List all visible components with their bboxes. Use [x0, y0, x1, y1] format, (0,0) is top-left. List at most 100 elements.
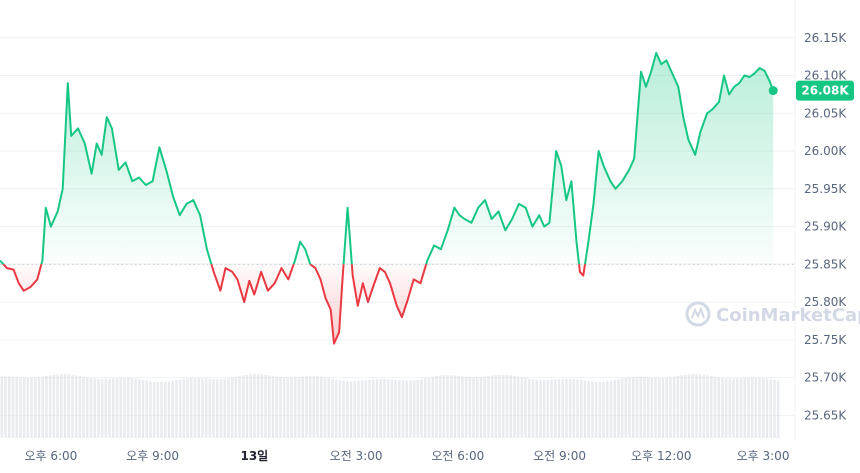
volume-bar [464, 376, 468, 438]
volume-bar [104, 378, 108, 438]
volume-bar [242, 375, 245, 438]
volume-bar [750, 377, 754, 438]
volume-bar [438, 375, 442, 438]
volume-bar [268, 375, 271, 438]
volume-bar [446, 375, 449, 438]
volume-bar [498, 374, 501, 438]
volume-bar [331, 378, 334, 438]
volume-bar [305, 376, 308, 438]
y-tick-label: 25.75K [804, 333, 847, 347]
volume-bar [60, 374, 63, 438]
y-tick-label: 26.05K [804, 106, 847, 120]
volume-bar [364, 380, 368, 438]
volume-bar [160, 381, 163, 438]
y-tick-label: 26.10K [804, 69, 847, 83]
volume-bar [598, 381, 602, 438]
volume-bar [639, 376, 642, 438]
coinmarketcap-logo-icon [685, 301, 711, 327]
volume-bar [732, 378, 735, 438]
volume-bar [312, 376, 316, 438]
volume-bar [680, 375, 683, 438]
volume-bar [182, 378, 186, 438]
volume-bar [583, 380, 587, 438]
volume-bar [383, 378, 386, 438]
volume-bar [490, 375, 494, 438]
volume-bar [550, 379, 553, 438]
volume-bar [360, 380, 364, 438]
volume-bar [557, 379, 561, 438]
volume-bar [52, 374, 56, 438]
volume-bar [279, 376, 282, 438]
x-axis: 오후 6:00 오후 9:00 13일 오전 3:00 오전 6:00 오전 9:00 오후… [24, 449, 789, 463]
volume-bar [11, 376, 15, 438]
volume-bar [372, 379, 375, 438]
volume-bar [190, 378, 193, 438]
volume-bar [635, 376, 639, 438]
volume-bar [30, 377, 33, 438]
volume-bar [539, 380, 542, 438]
volume-bar [97, 378, 100, 438]
volume-bar [164, 381, 167, 438]
volume-bar [702, 374, 706, 438]
volume-bar [353, 381, 356, 438]
volume-bar [34, 377, 37, 438]
volume-bar [743, 377, 746, 438]
volume-bar [379, 378, 382, 438]
volume-bar [461, 376, 464, 438]
volume-bar [37, 377, 41, 438]
volume-bar [587, 380, 590, 438]
volume-bar [427, 377, 431, 438]
volume-bar [409, 380, 412, 438]
volume-bar [115, 377, 119, 438]
volume-bar [739, 378, 743, 438]
volume-bar [86, 377, 89, 438]
volume-bar [468, 376, 472, 438]
volume-bar [576, 379, 579, 438]
volume-bar [78, 376, 82, 438]
volume-bar [386, 379, 390, 438]
volume-bar [424, 378, 427, 438]
volume-bar [45, 375, 48, 438]
volume-bar [338, 380, 342, 438]
volume-bar [71, 374, 74, 438]
volume-bar [230, 377, 234, 438]
volume-bar [82, 376, 85, 438]
volume-bar [264, 374, 267, 438]
volume-bar [308, 376, 312, 438]
volume-bar [349, 381, 353, 438]
current-price-badge [796, 80, 854, 101]
volume-bar [41, 376, 44, 438]
volume-bar [256, 374, 260, 438]
current-price-dot [768, 86, 778, 96]
current-price-tag: 26.08K [768, 80, 854, 101]
volume-bar [442, 375, 446, 438]
volume-bar [602, 381, 605, 438]
volume-bar [219, 378, 223, 438]
volume-bar [572, 378, 576, 438]
volume-bar [628, 377, 631, 438]
volume-bar [249, 374, 252, 438]
volume-bar [223, 378, 226, 438]
volume-bar [609, 380, 613, 438]
x-tick-label: 오전 9:00 [533, 449, 586, 463]
x-tick-label: 오후 12:00 [631, 449, 691, 463]
volume-bar [394, 379, 397, 438]
volume-bar [613, 379, 616, 438]
volume-bar [253, 374, 256, 438]
volume-bar [765, 378, 769, 438]
volume-bar [100, 378, 104, 438]
current-price-label: 26.08K [801, 84, 849, 98]
volume-bar [691, 374, 694, 438]
volume-bar [26, 377, 30, 438]
volume-bar [531, 379, 535, 438]
volume-bar [528, 378, 531, 438]
volume-bar [368, 379, 371, 438]
volume-bar [405, 380, 408, 438]
volume-bar [435, 376, 438, 438]
volume-bar [672, 376, 676, 438]
volume-bar [8, 376, 11, 438]
y-tick-label: 26.15K [804, 31, 847, 45]
volume-bar [275, 376, 278, 438]
y-tick-label: 26.00K [804, 144, 847, 158]
